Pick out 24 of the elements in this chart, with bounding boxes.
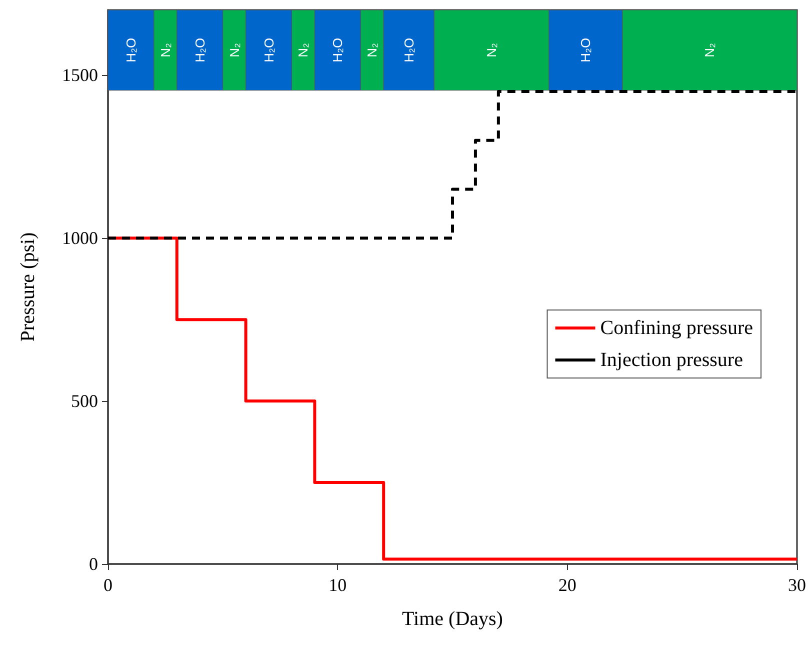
y-tick-label: 0 <box>89 554 98 574</box>
band-label: N₂ <box>364 42 380 58</box>
band-label: H₂O <box>330 38 346 62</box>
band-label: H₂O <box>261 38 276 62</box>
x-tick-label: 10 <box>328 575 347 595</box>
band-label: H₂O <box>123 38 138 62</box>
legend-label: Confining pressure <box>600 317 754 339</box>
band-label: N₂ <box>226 42 242 58</box>
y-tick-label: 1000 <box>62 228 98 248</box>
y-axis-title: Pressure (psi) <box>17 232 39 342</box>
band-label: H₂O <box>401 38 416 62</box>
band-label: H₂O <box>578 38 594 62</box>
y-tick-label: 500 <box>71 391 98 412</box>
x-tick-label: 0 <box>104 575 112 595</box>
band-label: N₂ <box>702 42 718 58</box>
band-label: N₂ <box>296 42 311 58</box>
x-axis-title: Time (Days) <box>402 608 503 630</box>
band-label: N₂ <box>158 42 173 58</box>
x-tick-label: 20 <box>558 575 576 595</box>
x-tick-label: 30 <box>788 575 806 595</box>
band-label: N₂ <box>484 42 500 58</box>
band-label: H₂O <box>192 38 208 62</box>
legend-label: Injection pressure <box>600 349 744 371</box>
y-tick-label: 1500 <box>62 65 98 86</box>
